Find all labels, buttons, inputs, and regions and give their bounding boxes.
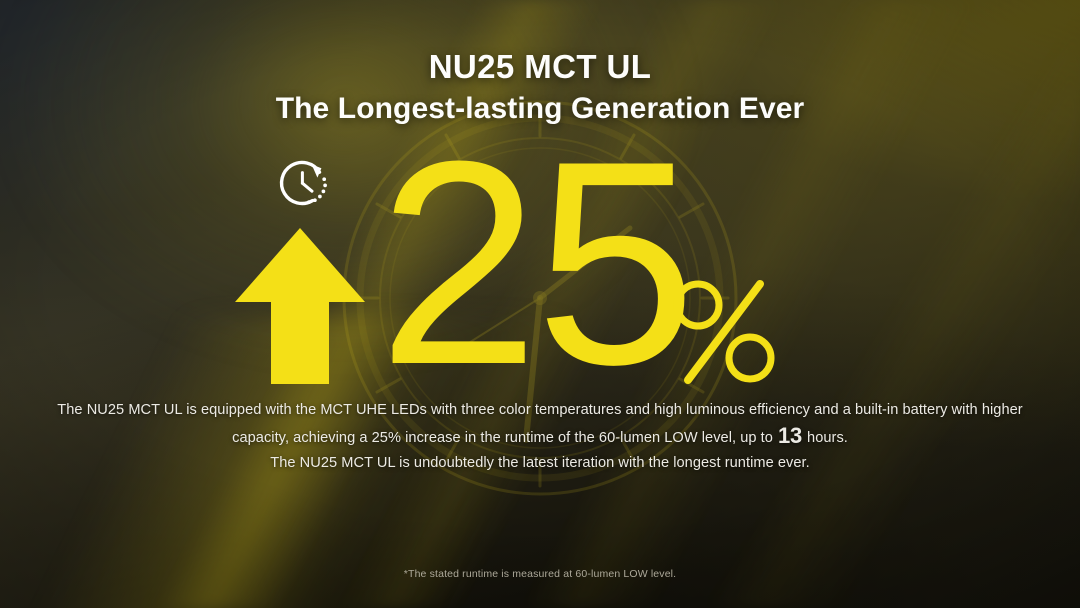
description-line-2: capacity, achieving a 25% increase in th…: [50, 423, 1030, 451]
page-subtitle: The Longest-lasting Generation Ever: [275, 92, 805, 125]
runtime-hours-value: 13: [778, 423, 802, 448]
stat-value: 25: [378, 101, 697, 425]
description-line-1: The NU25 MCT UL is equipped with the MCT…: [57, 402, 1023, 418]
clock-history-icon: [278, 157, 332, 211]
up-arrow-icon: [233, 226, 367, 386]
description-line-2-prefix: capacity, achieving a 25% increase in th…: [232, 430, 773, 446]
description-line-3: The NU25 MCT UL is undoubtedly the lates…: [270, 455, 810, 471]
description-block: The NU25 MCT UL is equipped with the MCT…: [50, 398, 1030, 476]
percent-sign-icon: [668, 278, 780, 386]
page-title: NU25 MCT UL: [428, 48, 652, 85]
footnote-text: *The stated runtime is measured at 60-lu…: [403, 568, 677, 580]
description-line-2-suffix: hours.: [807, 430, 848, 446]
